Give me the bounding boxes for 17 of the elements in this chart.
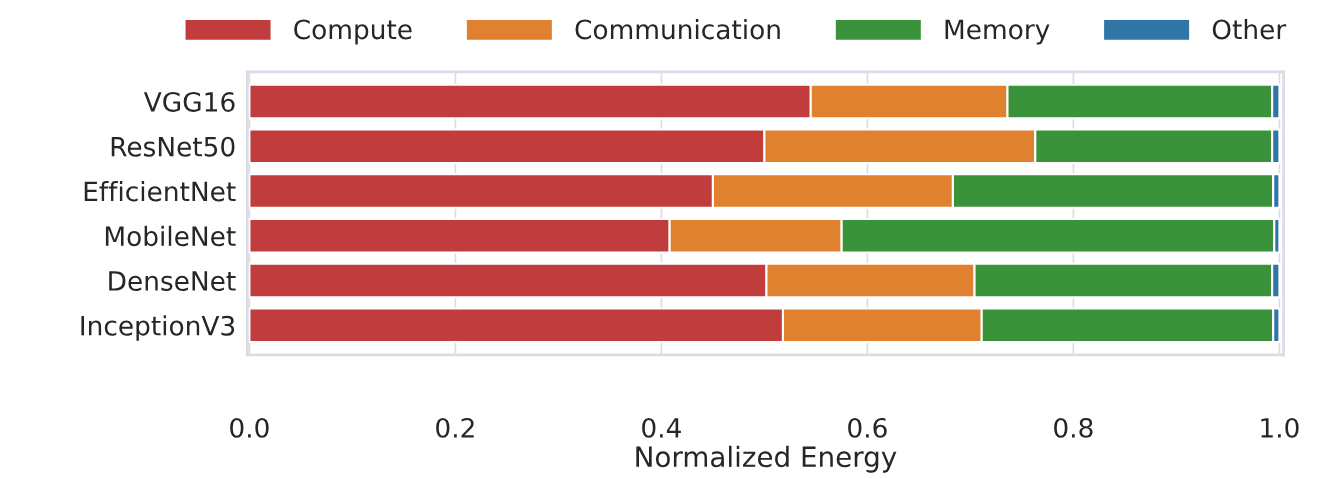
y-tick-label: ResNet50	[111, 136, 235, 157]
y-tick-label: EfficientNet	[84, 180, 236, 202]
y-tick-label: MobileNet	[105, 225, 236, 247]
legend-label: Memory	[945, 19, 1050, 45]
y-tick-label: DenseNet	[109, 271, 236, 291]
x-axis-title: Normalized Energy	[636, 445, 897, 473]
x-tick-label: 0.8	[1054, 417, 1093, 438]
y-tick-label: InceptionV3	[81, 315, 235, 341]
x-tick-label: 0.2	[436, 417, 474, 438]
x-tick-label: 1.0	[1261, 417, 1299, 438]
legend-label: Communication	[575, 18, 780, 40]
x-tick-label: 0.4	[642, 417, 681, 438]
x-tick-label: 0.6	[848, 417, 887, 438]
y-tick-label: VGG16	[143, 91, 235, 112]
x-tick-label: 0.0	[230, 417, 269, 438]
legend-label: Compute	[294, 19, 412, 45]
legend-label: Other	[1212, 18, 1287, 40]
